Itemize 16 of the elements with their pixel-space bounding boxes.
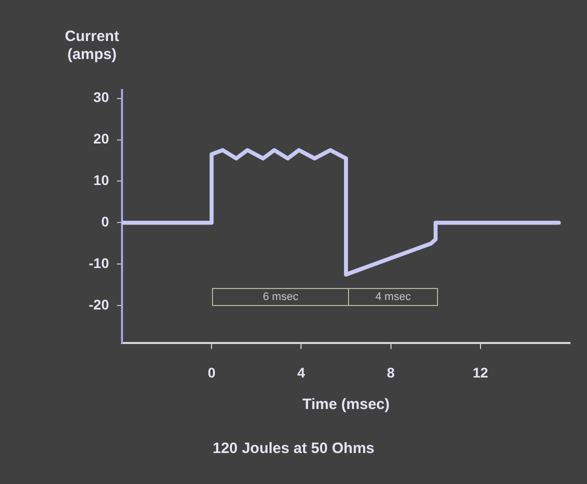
y-tick-label: -10: [88, 255, 110, 272]
x-axis-title: Time (msec): [302, 396, 390, 414]
x-tick-label: 0: [208, 364, 216, 380]
y-tick-label: 20: [93, 130, 110, 147]
text: 120 Joules at 50 Ohms: [212, 440, 376, 457]
x-tick-label: 8: [386, 364, 395, 380]
duration-bracket: 6 msec 4 msec: [212, 288, 438, 306]
y-tick-label: -20: [88, 296, 110, 313]
annotation: 6 msec: [262, 290, 300, 305]
y-tick-label: 10: [93, 172, 110, 188]
y-tick-label: 30: [93, 89, 110, 106]
x-tick-label: 4: [297, 364, 306, 380]
y-axis-title: Current (amps): [64, 28, 120, 64]
annotation: 4 msec: [348, 289, 437, 305]
y-tick-label: 0: [101, 214, 110, 230]
x-tick-label: 12: [472, 364, 488, 380]
